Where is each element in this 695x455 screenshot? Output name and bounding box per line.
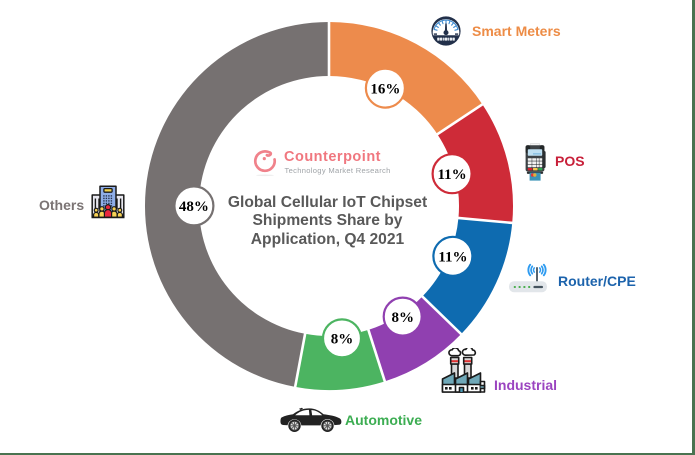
- svg-text:11%: 11%: [438, 167, 467, 183]
- svg-text:16%: 16%: [370, 81, 400, 97]
- svg-text:8%: 8%: [391, 310, 414, 326]
- svg-text:11%: 11%: [438, 250, 467, 266]
- svg-text:8%: 8%: [331, 332, 354, 348]
- svg-text:48%: 48%: [179, 199, 209, 215]
